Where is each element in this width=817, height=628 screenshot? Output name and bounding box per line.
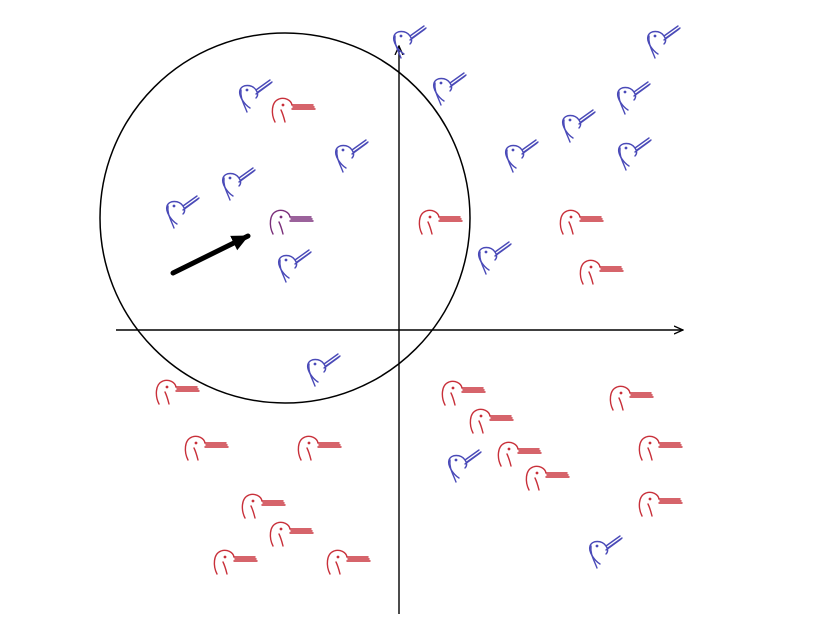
duck-facing-up-right-icon — [334, 139, 369, 173]
duck-facing-right-icon — [155, 379, 200, 405]
duck-facing-right-icon — [418, 209, 463, 235]
duck-facing-right-icon — [638, 435, 683, 461]
duck-facing-right-icon — [559, 209, 604, 235]
duck-facing-right-icon — [469, 408, 514, 434]
duck-facing-right-icon — [241, 493, 286, 519]
duck-facing-right-icon — [297, 435, 342, 461]
duck-facing-up-right-icon — [616, 81, 651, 115]
duck-facing-right-icon — [638, 491, 683, 517]
duck-facing-up-right-icon — [588, 535, 623, 569]
duck-facing-up-right-icon — [447, 449, 482, 483]
neighborhood-circle — [99, 32, 471, 404]
query-arrow — [170, 233, 251, 276]
duck-facing-up-right-icon — [306, 353, 341, 387]
duck-facing-up-right-icon — [561, 109, 596, 143]
duck-facing-up-right-icon — [392, 25, 427, 59]
duck-facing-right-icon — [269, 521, 314, 547]
duck-facing-up-right-icon — [221, 167, 256, 201]
duck-facing-up-right-icon — [477, 241, 512, 275]
duck-facing-up-right-icon — [432, 72, 467, 106]
duck-facing-right-icon — [609, 385, 654, 411]
duck-facing-up-right-icon — [646, 25, 681, 59]
duck-points — [155, 25, 683, 575]
axes — [116, 46, 683, 614]
duck-facing-up-right-icon — [617, 137, 652, 171]
duck-facing-up-right-icon — [277, 249, 312, 283]
duck-facing-up-right-icon — [238, 79, 273, 113]
duck-facing-right-icon — [497, 441, 542, 467]
duck-facing-up-right-icon — [165, 195, 200, 229]
duck-facing-right-icon — [441, 380, 486, 406]
duck-facing-right-icon — [525, 465, 570, 491]
duck-facing-right-icon — [184, 435, 229, 461]
duck-facing-right-icon — [271, 97, 316, 123]
undefined — [269, 209, 314, 235]
duck-facing-up-right-icon — [504, 139, 539, 173]
duck-facing-right-icon — [579, 259, 624, 285]
duck-facing-right-icon — [213, 549, 258, 575]
duck-facing-right-icon — [326, 549, 371, 575]
